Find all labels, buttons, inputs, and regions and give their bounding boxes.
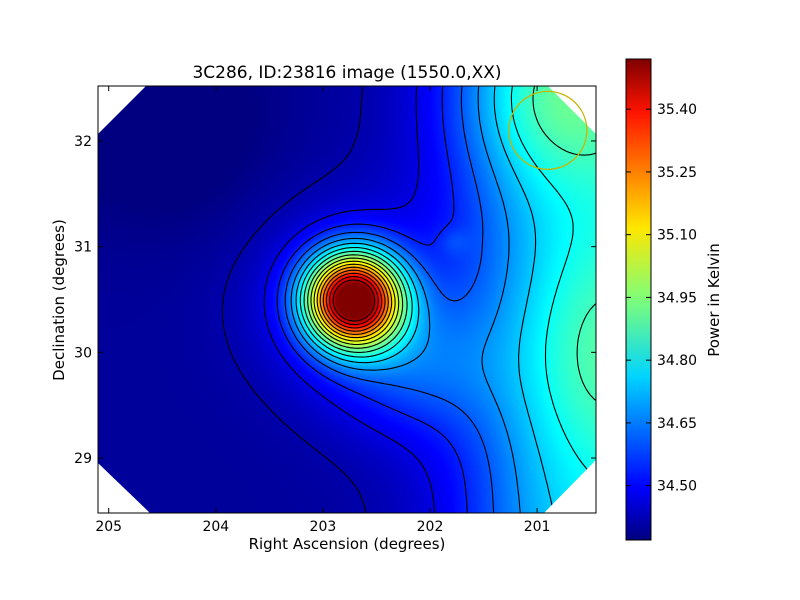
corner-mask-bottom-left bbox=[98, 463, 150, 513]
y-tick-label: 31 bbox=[74, 240, 92, 256]
y-tick-label: 32 bbox=[74, 134, 92, 150]
colorbar-axis: 34.50 34.65 34.80 34.95 35.10 35.25 35.40 bbox=[626, 102, 697, 495]
heatmap-image bbox=[98, 86, 596, 513]
plot-frame bbox=[97, 85, 597, 514]
x-axis-label: Right Ascension (degrees) bbox=[249, 535, 446, 553]
y-tick-label: 30 bbox=[74, 345, 92, 361]
y-axis: 29 30 31 32 bbox=[74, 134, 596, 467]
corner-mask-bottom-right bbox=[544, 460, 596, 513]
x-axis: 205 204 203 202 201 bbox=[95, 86, 550, 535]
x-tick-label: 204 bbox=[202, 519, 229, 535]
beam-marker bbox=[508, 90, 588, 171]
x-tick-label: 201 bbox=[524, 519, 551, 535]
heatmap-area bbox=[98, 86, 596, 513]
colorbar-tick-label: 35.10 bbox=[657, 228, 697, 244]
colorbar-tick-label: 34.80 bbox=[657, 353, 697, 369]
y-axis-label: Declination (degrees) bbox=[50, 219, 68, 381]
x-tick-label: 205 bbox=[95, 519, 122, 535]
colorbar-tick-label: 34.50 bbox=[657, 479, 697, 495]
corner-mask-top-left bbox=[98, 86, 146, 134]
corner-mask-top-right bbox=[548, 86, 596, 134]
chart-title: 3C286, ID:23816 image (1550.0,XX) bbox=[192, 63, 501, 83]
x-tick-label: 202 bbox=[417, 519, 444, 535]
contour-lines bbox=[221, 86, 596, 513]
x-tick-label: 203 bbox=[310, 519, 337, 535]
colorbar bbox=[625, 58, 652, 541]
colorbar-tick-label: 35.25 bbox=[657, 165, 697, 181]
colorbar-tick-label: 35.40 bbox=[657, 102, 697, 118]
y-tick-label: 29 bbox=[74, 451, 92, 467]
colorbar-tick-label: 34.95 bbox=[657, 290, 697, 306]
contour-path bbox=[221, 86, 596, 513]
colorbar-label: Power in Kelvin bbox=[705, 243, 723, 357]
colorbar-tick-label: 34.65 bbox=[657, 416, 697, 432]
